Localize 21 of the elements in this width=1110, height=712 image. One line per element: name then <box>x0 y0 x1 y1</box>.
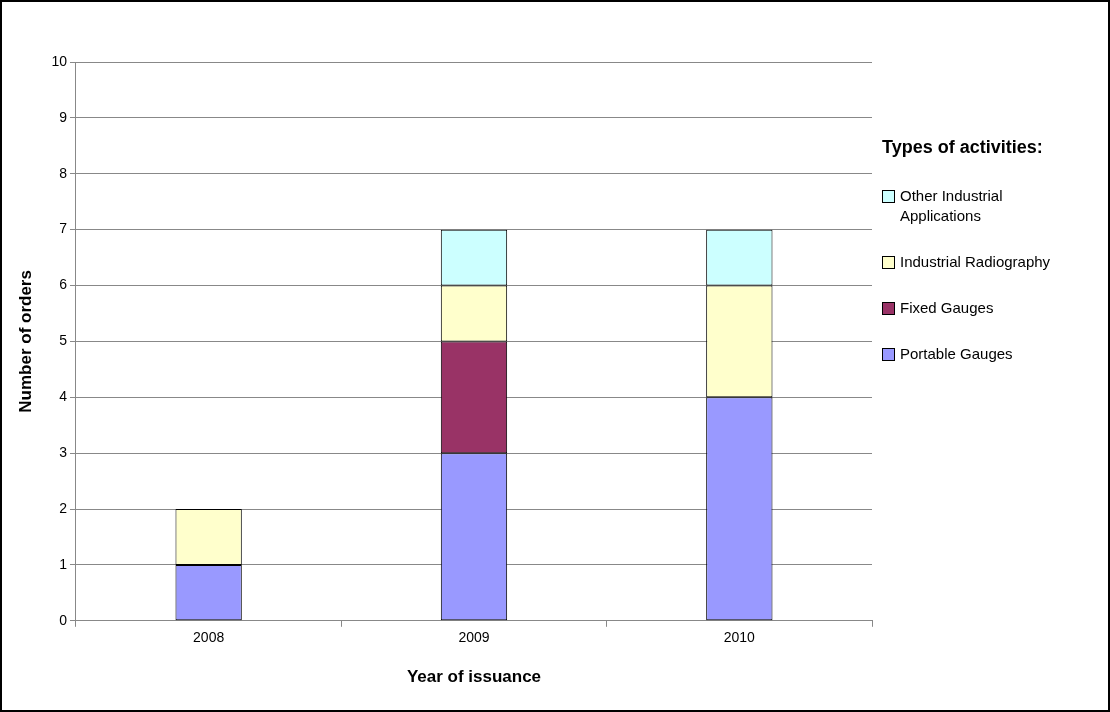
x-tick-label: 2008 <box>193 629 225 646</box>
y-tick-label: 3 <box>59 444 68 461</box>
legend-title: Types of activities: <box>882 136 1044 159</box>
y-tick-label: 6 <box>59 276 68 293</box>
y-tick-label: 2 <box>59 499 68 516</box>
legend-label: Portable Gauges <box>900 344 1013 364</box>
y-tick-label: 8 <box>59 164 68 181</box>
x-axis-title: Year of issuance <box>406 667 542 687</box>
y-tick-label: 10 <box>51 52 68 69</box>
y-tick-label: 0 <box>59 611 68 628</box>
y-tick-label: 5 <box>59 332 68 349</box>
y-tick-label: 1 <box>59 555 68 572</box>
legend-label: Other Industrial Applications <box>900 186 1004 226</box>
y-tick-label: 7 <box>59 220 68 237</box>
x-tick-label: 2010 <box>723 629 756 646</box>
y-tick-label: 4 <box>59 388 68 405</box>
y-tick-label: 9 <box>59 108 68 125</box>
y-axis-title: Number of orders <box>15 270 35 413</box>
x-tick-label: 2009 <box>458 629 490 646</box>
legend-label: Fixed Gauges <box>900 298 994 318</box>
legend-label: Industrial Radiography <box>900 252 1051 272</box>
